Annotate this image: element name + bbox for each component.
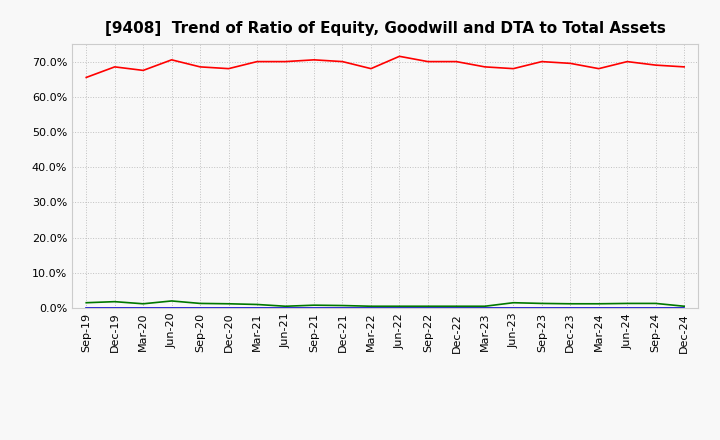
Goodwill: [310, 305, 318, 311]
Goodwill: [282, 305, 290, 311]
Goodwill: [338, 305, 347, 311]
Deferred Tax Assets: [338, 303, 347, 308]
Equity: [509, 66, 518, 71]
Equity: [225, 66, 233, 71]
Goodwill: [139, 305, 148, 311]
Deferred Tax Assets: [366, 304, 375, 309]
Equity: [110, 64, 119, 70]
Deferred Tax Assets: [509, 300, 518, 305]
Goodwill: [566, 305, 575, 311]
Deferred Tax Assets: [139, 301, 148, 306]
Goodwill: [623, 305, 631, 311]
Equity: [680, 64, 688, 70]
Goodwill: [537, 305, 546, 311]
Goodwill: [253, 305, 261, 311]
Line: Deferred Tax Assets: Deferred Tax Assets: [86, 301, 684, 306]
Goodwill: [423, 305, 432, 311]
Deferred Tax Assets: [423, 304, 432, 309]
Equity: [480, 64, 489, 70]
Equity: [395, 54, 404, 59]
Equity: [82, 75, 91, 80]
Equity: [595, 66, 603, 71]
Goodwill: [652, 305, 660, 311]
Goodwill: [225, 305, 233, 311]
Equity: [566, 61, 575, 66]
Equity: [537, 59, 546, 64]
Goodwill: [395, 305, 404, 311]
Deferred Tax Assets: [196, 301, 204, 306]
Deferred Tax Assets: [282, 304, 290, 309]
Equity: [423, 59, 432, 64]
Deferred Tax Assets: [110, 299, 119, 304]
Deferred Tax Assets: [253, 302, 261, 307]
Deferred Tax Assets: [452, 304, 461, 309]
Deferred Tax Assets: [652, 301, 660, 306]
Equity: [338, 59, 347, 64]
Deferred Tax Assets: [310, 303, 318, 308]
Deferred Tax Assets: [167, 298, 176, 304]
Equity: [167, 57, 176, 62]
Goodwill: [452, 305, 461, 311]
Deferred Tax Assets: [537, 301, 546, 306]
Deferred Tax Assets: [623, 301, 631, 306]
Equity: [282, 59, 290, 64]
Goodwill: [196, 305, 204, 311]
Equity: [452, 59, 461, 64]
Deferred Tax Assets: [566, 301, 575, 306]
Goodwill: [509, 305, 518, 311]
Equity: [623, 59, 631, 64]
Goodwill: [167, 305, 176, 311]
Equity: [253, 59, 261, 64]
Deferred Tax Assets: [225, 301, 233, 306]
Deferred Tax Assets: [82, 300, 91, 305]
Goodwill: [480, 305, 489, 311]
Deferred Tax Assets: [680, 304, 688, 309]
Equity: [139, 68, 148, 73]
Goodwill: [110, 305, 119, 311]
Deferred Tax Assets: [395, 304, 404, 309]
Equity: [310, 57, 318, 62]
Deferred Tax Assets: [595, 301, 603, 306]
Deferred Tax Assets: [480, 304, 489, 309]
Goodwill: [680, 305, 688, 311]
Equity: [196, 64, 204, 70]
Equity: [652, 62, 660, 68]
Goodwill: [595, 305, 603, 311]
Goodwill: [366, 305, 375, 311]
Equity: [366, 66, 375, 71]
Goodwill: [82, 305, 91, 311]
Line: Equity: Equity: [86, 56, 684, 77]
Title: [9408]  Trend of Ratio of Equity, Goodwill and DTA to Total Assets: [9408] Trend of Ratio of Equity, Goodwil…: [105, 21, 665, 36]
